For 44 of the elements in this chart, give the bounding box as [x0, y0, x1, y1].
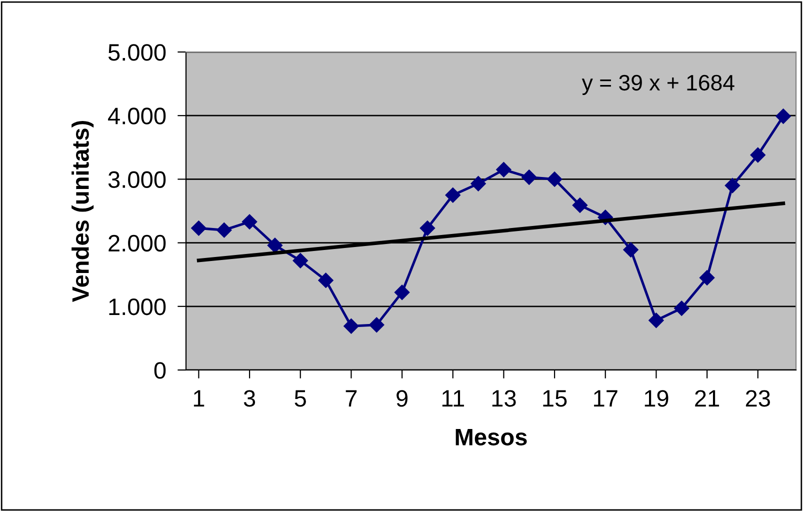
point — [546, 172, 562, 187]
point — [267, 238, 283, 253]
y-tick-label: 2.000 — [108, 234, 166, 252]
point — [699, 270, 715, 286]
y-tick-label: 5.000 — [108, 44, 166, 61]
x-tick-label: 7 — [346, 390, 357, 407]
point — [420, 220, 436, 236]
point — [470, 176, 486, 192]
y-tick-label: 0 — [154, 362, 166, 379]
point — [623, 242, 638, 258]
point — [394, 284, 410, 300]
x-tick-label: 5 — [294, 390, 306, 407]
x-tick-label: 9 — [396, 390, 408, 407]
x-tick-label: 11 — [442, 390, 464, 407]
x-tick-label: 13 — [492, 390, 516, 407]
annotation: y = 39 x + 1684 — [582, 74, 734, 95]
y-tick-label: 3.000 — [108, 171, 166, 188]
x-tick-label: 17 — [594, 390, 618, 407]
point — [369, 317, 384, 332]
point — [674, 300, 690, 316]
x-tick-label: 3 — [244, 390, 256, 407]
x-tick-label: 23 — [746, 390, 770, 407]
point — [242, 214, 258, 230]
y-axis-title: Vendes (unitats) — [72, 120, 94, 302]
x-axis-title: Mesos — [456, 428, 527, 446]
y-tick-label: 1.000 — [109, 298, 166, 316]
point — [445, 188, 460, 203]
point — [344, 318, 359, 334]
point — [724, 178, 740, 194]
x-tick-label: 19 — [644, 390, 668, 407]
point — [522, 170, 537, 185]
y-tick-label: 4.000 — [108, 108, 166, 124]
x-tick-label: 1 — [194, 390, 204, 407]
point — [292, 253, 308, 268]
x-tick-label: 15 — [543, 390, 567, 407]
point — [572, 198, 588, 213]
point — [750, 147, 766, 163]
point — [216, 222, 232, 238]
point — [648, 312, 664, 328]
point — [318, 272, 334, 288]
x-tick-label: 21 — [695, 390, 720, 407]
point — [496, 162, 512, 178]
point — [191, 220, 206, 236]
point — [776, 108, 791, 124]
